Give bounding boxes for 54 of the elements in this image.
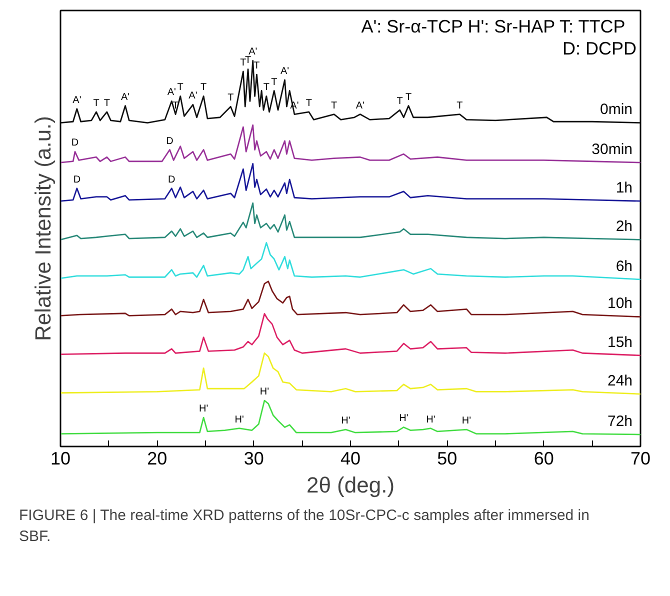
x-tick-label: 20 (147, 448, 168, 468)
y-axis-title: Relative Intensity (a.u.) (30, 116, 56, 341)
series-label: 72h (607, 412, 633, 430)
annotation: A' (188, 90, 198, 102)
caption: FIGURE 6 | The real-time XRD patterns of the 10Sr-CPC-c samples after immersed in SBF. (19, 506, 590, 548)
series-label: 15h (607, 334, 633, 351)
annotation: T (228, 92, 234, 104)
annotation: T (254, 60, 260, 72)
annotation: A' (356, 100, 365, 112)
series-label: 2h (616, 218, 633, 236)
annotation: H' (199, 404, 208, 415)
annotation: D (168, 174, 176, 186)
annotation: H' (426, 414, 436, 426)
annotation: T (306, 98, 312, 109)
annotation: D (71, 138, 79, 149)
series-label: 10h (607, 295, 633, 312)
annotation: H' (341, 416, 350, 427)
annotation: A' (248, 46, 258, 58)
annotation: D (73, 174, 81, 186)
annotation: T (200, 82, 207, 94)
x-tick-label: 10 (50, 448, 71, 468)
series-label: 1h (616, 179, 633, 196)
annotation: T (271, 76, 278, 88)
text: A': Sr-α-TCP H': Sr-HAP T: TTCP (361, 16, 626, 36)
series-label: 6h (616, 258, 633, 275)
annotation: T (177, 82, 184, 94)
annotation: T (405, 92, 412, 103)
x-tick-label: 40 (340, 448, 361, 468)
annotation: T (263, 82, 270, 94)
annotation: H' (234, 414, 244, 426)
annotation: H' (462, 416, 472, 427)
annotation: T (104, 98, 110, 109)
x-tick-label: 60 (534, 448, 554, 468)
annotation: T (244, 55, 252, 66)
series-label: 30min (592, 140, 633, 158)
annotation: H' (260, 386, 270, 398)
annotation: D (166, 136, 174, 147)
text: D: DCPD (562, 38, 637, 58)
annotation: A' (120, 92, 130, 103)
x-tick-label: 30 (244, 448, 264, 468)
annotation: A' (72, 94, 82, 106)
annotation: A' (280, 66, 290, 77)
annotation: T (456, 100, 463, 112)
series-label: 24h (607, 372, 633, 390)
x-tick-label: 70 (630, 448, 651, 468)
series-label: 0min (600, 101, 633, 118)
annotation: T (396, 96, 403, 108)
annotation: H' (399, 413, 408, 424)
x-tick-label: 50 (437, 448, 458, 468)
annotation: T (240, 57, 246, 68)
annotation: A' (167, 87, 176, 98)
annotation: T (93, 98, 100, 109)
annotation: T (331, 100, 338, 112)
x-axis-title: 2θ (deg.) (306, 472, 395, 498)
